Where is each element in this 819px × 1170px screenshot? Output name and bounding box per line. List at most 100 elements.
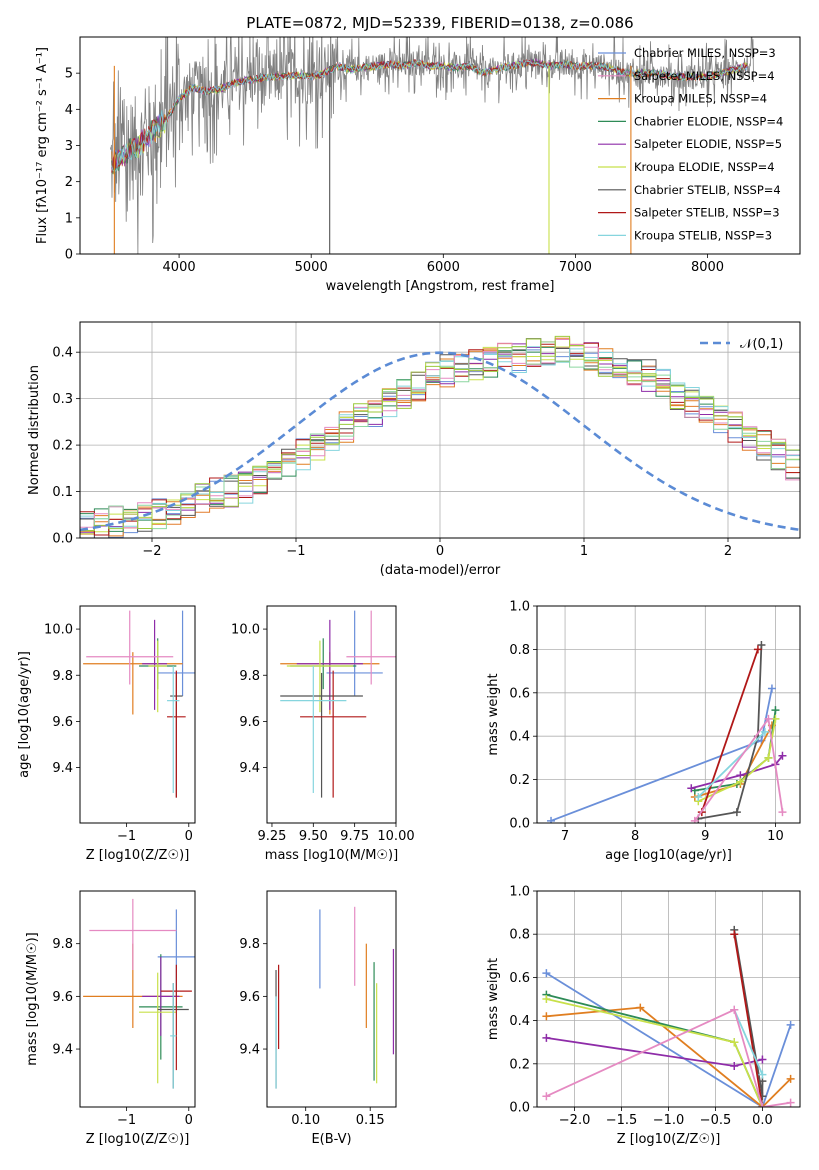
y-axis-label: mass weight	[486, 958, 501, 1040]
scatter-age-mass-frame	[266, 605, 397, 824]
y-axis-label: Normed distribution	[27, 365, 42, 495]
x-tick-label: −0.5	[700, 1113, 732, 1128]
weight-line	[546, 1008, 791, 1107]
weight-marker	[764, 753, 773, 762]
legend-label: Salpeter MILES, NSSP=4	[634, 69, 775, 83]
error-bar	[346, 610, 396, 685]
error-bar	[139, 972, 177, 1084]
axes-scatter-age-Z: −1 0 9.4 9.6 9.8 10.0 Z [log10(Z/Z☉)] age [log1…	[17, 623, 193, 863]
weight-line	[550, 688, 773, 822]
y-tick-label: 0.2	[509, 773, 530, 788]
weight-line	[697, 731, 766, 798]
weight-age-plot	[547, 641, 787, 823]
x-tick-label: 5000	[295, 260, 328, 275]
y-tick-label: 9.8	[52, 669, 73, 684]
weight-marker	[542, 969, 551, 978]
axes-spectrum: 4000 5000 6000 7000 8000 0 1 2 3 4 5 wavelength [An…	[35, 47, 724, 294]
x-tick-label: 0	[185, 1113, 193, 1128]
y-tick-label: 9.6	[52, 990, 73, 1005]
y-tick-label: 0.4	[509, 1014, 530, 1029]
error-bar	[170, 983, 177, 1089]
weight-line	[691, 755, 784, 790]
legend-label: Chabrier MILES, NSSP=3	[634, 46, 776, 60]
spectrum-plot	[110, 37, 754, 254]
x-tick-label: 7000	[559, 260, 592, 275]
weight-marker	[542, 1033, 551, 1042]
y-tick-label: 5	[65, 67, 73, 82]
error-bar	[148, 640, 168, 713]
weight-marker	[730, 1005, 739, 1014]
error-bar	[300, 670, 367, 798]
x-axis-label: mass [log10(M/M☉)]	[265, 848, 398, 863]
x-tick-label: 0	[436, 544, 444, 559]
weight-marker	[732, 808, 741, 817]
y-tick-label: 0.8	[509, 928, 530, 943]
weight-marker	[778, 751, 787, 760]
y-tick-label: 1.0	[509, 885, 530, 900]
x-tick-label: 8000	[691, 260, 724, 275]
axes-scatter-mass-Z: −1 0 9.4 9.6 9.8 Z [log10(Z/Z☉)] mass [log10(M…	[25, 932, 193, 1147]
x-tick-label: 9.50	[299, 829, 328, 844]
ebv-vs-mass-frame	[266, 890, 397, 1108]
scatter-age-Z-plot	[83, 610, 195, 798]
figure-title: PLATE=0872, MJD=52339, FIBERID=0138, z=0…	[246, 14, 633, 32]
histogram-frame	[79, 321, 801, 539]
weight-marker	[758, 1070, 767, 1079]
error-bar	[167, 670, 186, 798]
weight-marker	[757, 641, 766, 650]
spectrum-model-line	[111, 59, 748, 172]
legend-label: Salpeter ELODIE, NSSP=5	[634, 137, 782, 151]
scatter-age-Z-frame	[79, 605, 196, 824]
y-tick-label: 0	[65, 248, 73, 263]
x-tick-label: 6000	[427, 260, 460, 275]
y-tick-label: 0.8	[509, 643, 530, 658]
histogram-step	[80, 335, 800, 531]
x-tick-label: 8	[631, 829, 639, 844]
x-axis-label: Z [log10(Z/Z☉)]	[86, 1132, 190, 1147]
legend-label: Kroupa STELIB, NSSP=3	[634, 228, 772, 242]
y-tick-label: 4	[65, 103, 73, 118]
weight-marker	[771, 714, 780, 723]
axes-residuals: −2 −1 0 1 2 0.0 0.1 0.2 0.3 0.4 (data-model)/error…	[27, 322, 800, 578]
weight-marker	[760, 727, 769, 736]
x-tick-label: −1.5	[606, 1113, 638, 1128]
weight-marker	[764, 714, 773, 723]
y-tick-label: 0.4	[509, 730, 530, 745]
histogram-plot	[80, 335, 800, 538]
y-tick-label: 9.6	[52, 715, 73, 730]
scatter-mass-Z-plot	[83, 898, 195, 1089]
y-axis-label: mass weight	[486, 673, 501, 755]
y-tick-label: 9.4	[52, 1043, 73, 1058]
normal-curve	[80, 351, 800, 532]
weight-marker	[547, 816, 556, 823]
spectrum-model-line	[111, 57, 748, 169]
y-tick-label: 9.4	[52, 761, 73, 776]
x-axis-label: (data-model)/error	[380, 563, 501, 578]
axes-weight-Z: −2.0 −1.5 −1.0 −0.5 0.0 0.0 0.2 0.4 0.6 0.8 1.0 Z […	[486, 885, 800, 1147]
error-bar	[86, 610, 174, 685]
weight-marker	[758, 1103, 767, 1107]
y-tick-label: 9.4	[239, 761, 260, 776]
weight-marker	[687, 784, 696, 793]
x-axis-label: age [log10(age/yr)]	[605, 848, 732, 863]
y-tick-label: 1	[65, 211, 73, 226]
error-bar	[160, 964, 192, 1071]
weight-marker	[786, 1074, 795, 1083]
y-tick-label: 9.6	[239, 715, 260, 730]
weight-Z-frame	[536, 890, 801, 1108]
y-tick-label: 10.0	[44, 623, 73, 638]
x-axis-label: wavelength [Angstrom, rest frame]	[326, 279, 555, 294]
y-axis-label: mass [log10(M/M☉)]	[25, 932, 40, 1065]
ebv-vs-mass-plot	[275, 906, 395, 1089]
weight-Z-plot	[542, 925, 795, 1107]
x-axis-label: E(B-V)	[311, 1132, 351, 1147]
legend-label: Kroupa MILES, NSSP=4	[634, 92, 767, 106]
weight-marker	[690, 816, 699, 823]
y-tick-label: 10.0	[231, 623, 260, 638]
x-axis-label: Z [log10(Z/Z☉)]	[86, 848, 190, 863]
error-bar	[167, 666, 180, 793]
y-tick-label: 0.0	[52, 532, 73, 547]
weight-age-frame	[536, 605, 801, 824]
weight-marker	[730, 1061, 739, 1070]
